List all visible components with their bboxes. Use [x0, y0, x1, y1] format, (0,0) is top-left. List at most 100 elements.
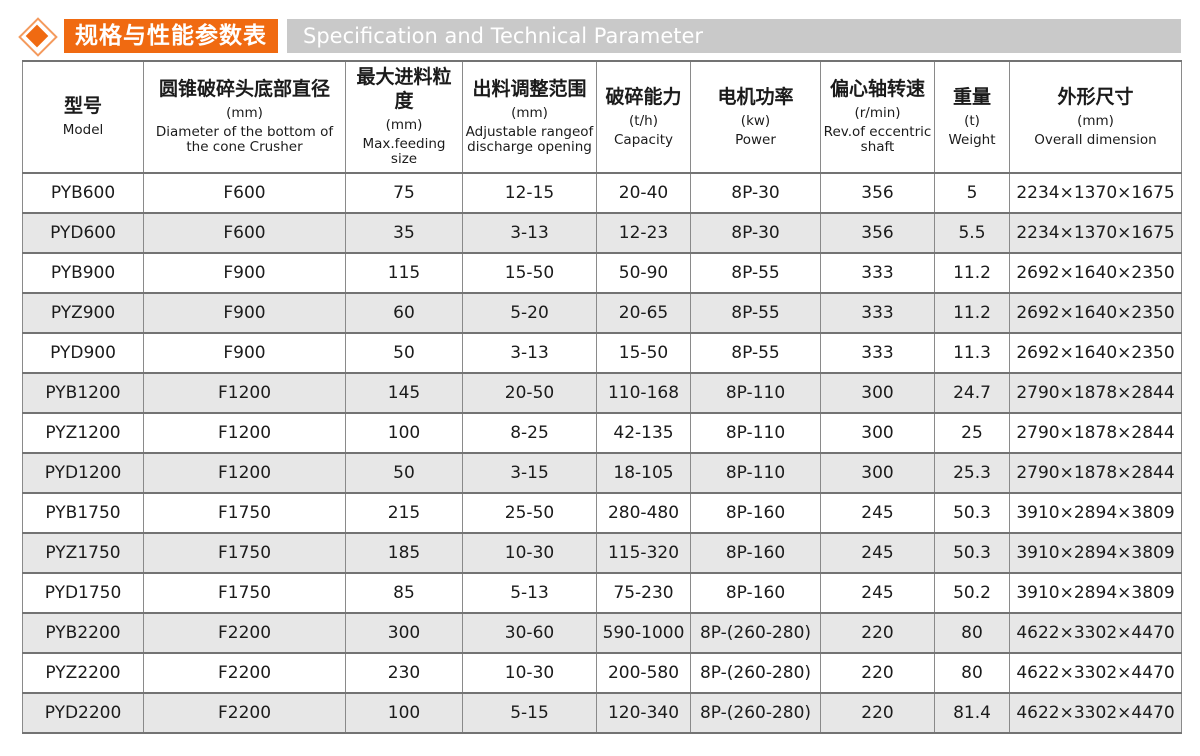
- table-header-row: 型号 Model 圆锥破碎头底部直径 (mm) Diameter of the …: [22, 60, 1182, 174]
- cell-capacity: 110-168: [596, 372, 691, 414]
- cell-power: 8P-30: [690, 212, 821, 254]
- cell-max_feeding: 185: [345, 532, 463, 574]
- spec-table: 型号 Model 圆锥破碎头底部直径 (mm) Diameter of the …: [22, 60, 1182, 734]
- cell-dimension: 4622×3302×4470: [1009, 652, 1182, 694]
- cell-rev: 245: [820, 492, 935, 534]
- cell-weight: 81.4: [934, 692, 1010, 734]
- cell-diameter: F900: [143, 332, 346, 374]
- cell-discharge_range: 15-50: [462, 252, 597, 294]
- col-header-unit: (t/h): [629, 112, 658, 129]
- table-row: PYB2200 F2200 300 30-60 590-1000 8P-(260-280)…: [22, 612, 1182, 654]
- cell-diameter: F1200: [143, 412, 346, 454]
- col-header-zh: 外形尺寸: [1057, 85, 1134, 108]
- cell-discharge_range: 12-15: [462, 172, 597, 214]
- col-header-unit: (mm): [226, 104, 263, 121]
- cell-model: PYB1200: [22, 372, 144, 414]
- cell-power: 8P-30: [690, 172, 821, 214]
- cell-rev: 300: [820, 412, 935, 454]
- cell-power: 8P-(260-280): [690, 612, 821, 654]
- cell-rev: 333: [820, 292, 935, 334]
- table-row: PYB1200 F1200 145 20-50 110-168 8P-110 300 24.7…: [22, 372, 1182, 414]
- cell-model: PYB900: [22, 252, 144, 294]
- col-header-unit: (kw): [740, 112, 771, 129]
- cell-dimension: 2790×1878×2844: [1009, 412, 1182, 454]
- cell-capacity: 200-580: [596, 652, 691, 694]
- cell-dimension: 2234×1370×1675: [1009, 212, 1182, 254]
- cell-weight: 50.3: [934, 492, 1010, 534]
- cell-power: 8P-160: [690, 532, 821, 574]
- col-header-power: 电机功率 (kw) Power: [690, 60, 821, 174]
- cell-max_feeding: 100: [345, 412, 463, 454]
- cell-discharge_range: 3-13: [462, 212, 597, 254]
- table-row: PYD2200 F2200 100 5-15 120-340 8P-(260-280) 22…: [22, 692, 1182, 734]
- col-header-zh: 出料调整范围: [472, 78, 587, 101]
- col-header-capacity: 破碎能力 (t/h) Capacity: [596, 60, 691, 174]
- col-header-en: Rev.of eccentric shaft: [823, 123, 932, 156]
- cell-power: 8P-160: [690, 572, 821, 614]
- cell-max_feeding: 75: [345, 172, 463, 214]
- table-row: PYD1200 F1200 50 3-15 18-105 8P-110 300 25.3 279…: [22, 452, 1182, 494]
- cell-diameter: F2200: [143, 612, 346, 654]
- cell-rev: 220: [820, 612, 935, 654]
- table-row: PYZ1200 F1200 100 8-25 42-135 8P-110 300 25 2790…: [22, 412, 1182, 454]
- cell-dimension: 3910×2894×3809: [1009, 532, 1182, 574]
- cell-model: PYZ2200: [22, 652, 144, 694]
- cell-weight: 5.5: [934, 212, 1010, 254]
- col-header-en: Overall dimension: [1034, 131, 1157, 148]
- cell-discharge_range: 10-30: [462, 652, 597, 694]
- cell-rev: 220: [820, 652, 935, 694]
- cell-model: PYD600: [22, 212, 144, 254]
- col-header-zh: 重量: [952, 85, 991, 108]
- page-title-english: Specification and Technical Parameter: [287, 19, 1181, 53]
- cell-weight: 11.2: [934, 252, 1010, 294]
- cell-power: 8P-110: [690, 452, 821, 494]
- col-header-en: Adjustable rangeof discharge opening: [465, 123, 594, 156]
- cell-capacity: 20-65: [596, 292, 691, 334]
- cell-dimension: 2790×1878×2844: [1009, 372, 1182, 414]
- cell-max_feeding: 230: [345, 652, 463, 694]
- cell-rev: 333: [820, 252, 935, 294]
- cell-max_feeding: 85: [345, 572, 463, 614]
- cell-model: PYD1750: [22, 572, 144, 614]
- cell-capacity: 20-40: [596, 172, 691, 214]
- cell-power: 8P-55: [690, 252, 821, 294]
- col-header-en: Power: [735, 131, 776, 148]
- cell-max_feeding: 50: [345, 332, 463, 374]
- cell-discharge_range: 8-25: [462, 412, 597, 454]
- cell-capacity: 280-480: [596, 492, 691, 534]
- cell-discharge_range: 3-15: [462, 452, 597, 494]
- cell-capacity: 120-340: [596, 692, 691, 734]
- table-header: 型号 Model 圆锥破碎头底部直径 (mm) Diameter of the …: [22, 60, 1182, 174]
- cell-diameter: F1750: [143, 492, 346, 534]
- cell-diameter: F2200: [143, 652, 346, 694]
- table-row: PYD1750 F1750 85 5-13 75-230 8P-160 245 50.2 391…: [22, 572, 1182, 614]
- cell-weight: 80: [934, 652, 1010, 694]
- cell-diameter: F2200: [143, 692, 346, 734]
- table-body: PYB600 F600 75 12-15 20-40 8P-30 356 5 2234×1370…: [22, 172, 1182, 734]
- cell-power: 8P-55: [690, 292, 821, 334]
- table-row: PYB900 F900 115 15-50 50-90 8P-55 333 11.2 2692×…: [22, 252, 1182, 294]
- cell-dimension: 2234×1370×1675: [1009, 172, 1182, 214]
- cell-weight: 50.2: [934, 572, 1010, 614]
- cell-diameter: F900: [143, 252, 346, 294]
- col-header-zh: 最大进料粒度: [356, 66, 452, 113]
- cell-dimension: 2692×1640×2350: [1009, 252, 1182, 294]
- cell-weight: 80: [934, 612, 1010, 654]
- col-header-max-feeding: 最大进料粒度 (mm) Max.feeding size: [345, 60, 463, 174]
- cell-discharge_range: 5-15: [462, 692, 597, 734]
- col-header-unit: (r/min): [854, 104, 901, 121]
- cell-dimension: 2692×1640×2350: [1009, 332, 1182, 374]
- cell-capacity: 12-23: [596, 212, 691, 254]
- cell-dimension: 3910×2894×3809: [1009, 492, 1182, 534]
- cell-model: PYD1200: [22, 452, 144, 494]
- col-header-en: Max.feeding size: [362, 135, 446, 168]
- cell-model: PYB2200: [22, 612, 144, 654]
- cell-model: PYZ1200: [22, 412, 144, 454]
- cell-dimension: 2790×1878×2844: [1009, 452, 1182, 494]
- cell-power: 8P-110: [690, 372, 821, 414]
- cell-dimension: 3910×2894×3809: [1009, 572, 1182, 614]
- col-header-unit: (mm): [511, 104, 548, 121]
- cell-power: 8P-(260-280): [690, 652, 821, 694]
- cell-diameter: F900: [143, 292, 346, 334]
- cell-max_feeding: 35: [345, 212, 463, 254]
